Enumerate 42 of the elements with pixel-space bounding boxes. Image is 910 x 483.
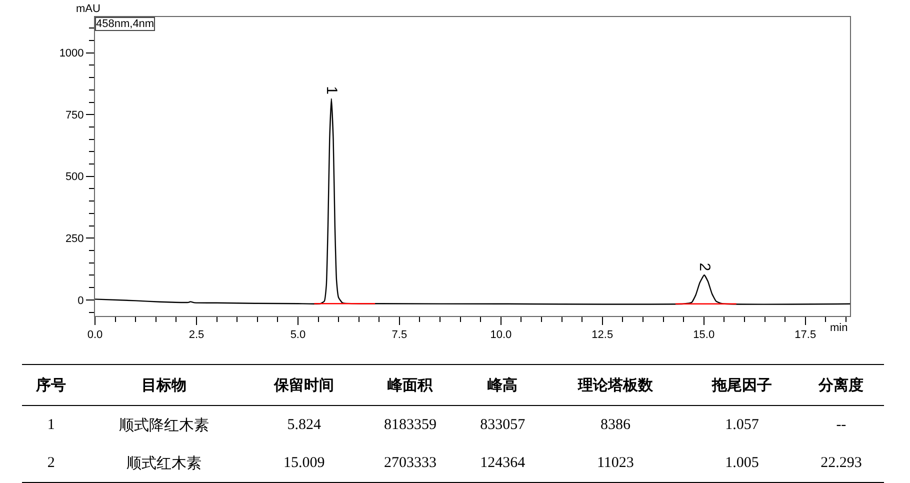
x-tick-label: 10.0 xyxy=(490,329,512,342)
x-tick-label: 15.0 xyxy=(693,329,715,342)
x-tick-label: 2.5 xyxy=(188,329,204,342)
annotation: 458nm,4nm xyxy=(96,18,154,30)
text: 8183359 xyxy=(382,416,438,434)
text: 833057 xyxy=(479,416,526,434)
text: 2703333 xyxy=(360,444,460,482)
text: 5.824 xyxy=(286,416,322,434)
text: 1.057 xyxy=(724,416,760,434)
text: 11023 xyxy=(545,444,686,482)
text: 2 xyxy=(22,444,80,482)
y-tick-label: 750 xyxy=(65,109,84,122)
text: 拖尾因子 xyxy=(686,364,798,406)
y-tick-label: 250 xyxy=(65,233,84,246)
text: 1.005 xyxy=(686,444,798,482)
annotation: 2 xyxy=(696,262,714,272)
y-tick-label: 0 xyxy=(78,294,84,307)
text: 15.009 xyxy=(248,444,361,482)
y-tick-label: 1000 xyxy=(59,48,84,60)
text: 顺式降红木素 xyxy=(118,416,210,436)
text: 22.293 xyxy=(798,444,884,482)
text: 124364 xyxy=(460,444,546,482)
text: 峰面积 xyxy=(360,364,460,406)
y-tick-label: 500 xyxy=(65,171,84,184)
x-tick-label: 7.5 xyxy=(392,329,408,342)
x-tick-label: 12.5 xyxy=(592,329,614,342)
x-tick-label: 17.5 xyxy=(794,329,816,342)
text: 8386 xyxy=(599,416,632,434)
text: 保留时间 xyxy=(248,364,361,406)
text: 分离度 xyxy=(798,364,884,406)
x-axis-title: min xyxy=(830,322,848,334)
text: 理论塔板数 xyxy=(545,364,686,406)
y-axis-title: mAU xyxy=(76,3,100,15)
x-tick-label: 0.0 xyxy=(87,329,103,342)
x-tick-label: 5.0 xyxy=(290,329,306,342)
text: 顺式红木素 xyxy=(80,444,248,482)
text: 峰高 xyxy=(460,364,546,406)
text: 1 xyxy=(46,416,56,434)
text: 序号 xyxy=(22,364,80,406)
text: 目标物 xyxy=(80,364,248,406)
annotation: 1 xyxy=(322,86,340,94)
text: -- xyxy=(835,416,848,434)
